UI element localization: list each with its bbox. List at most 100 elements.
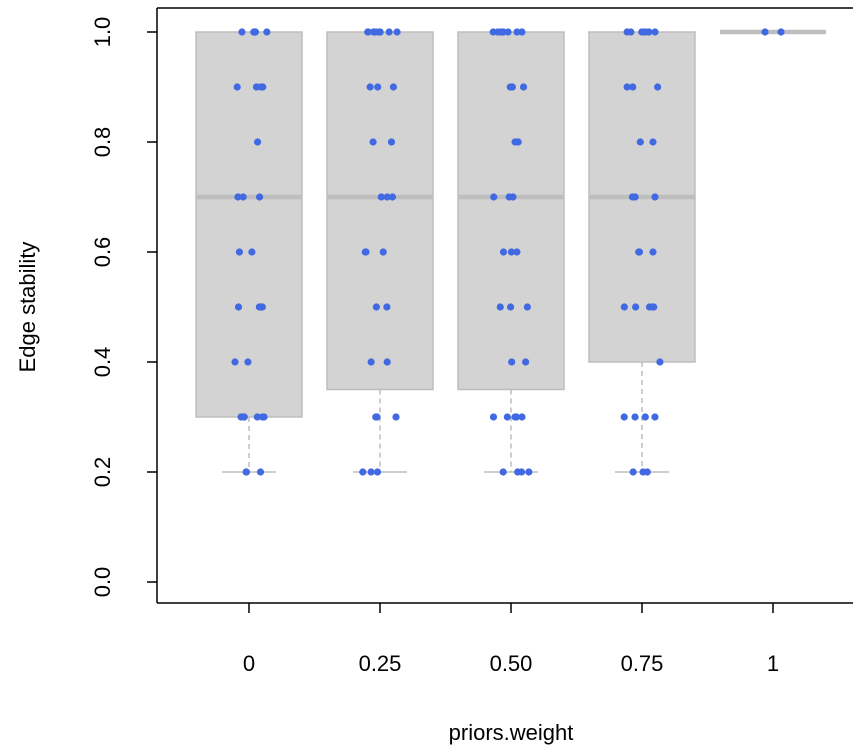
y-tick-label: 0.6 <box>90 237 115 268</box>
data-point <box>231 358 239 366</box>
data-point <box>512 413 520 421</box>
axes-layer: 0.0 0.2 0.4 0.6 0.8 1.0 0 0.25 0.50 0.75 1 <box>90 7 853 676</box>
data-point <box>238 28 246 36</box>
data-point <box>366 83 374 91</box>
data-point <box>628 193 637 201</box>
data-point <box>523 303 531 311</box>
y-tick-label: 0.0 <box>90 567 115 598</box>
x-tick-label: 0 <box>243 651 255 676</box>
data-point <box>489 413 498 421</box>
data-point <box>359 468 367 476</box>
data-point <box>373 468 382 476</box>
box-rect <box>195 31 303 418</box>
data-point <box>263 28 271 36</box>
data-point <box>651 28 659 36</box>
data-point <box>489 28 497 36</box>
data-point <box>632 303 640 311</box>
data-point <box>239 193 247 201</box>
data-point <box>651 193 659 201</box>
data-point <box>514 138 522 146</box>
data-point <box>377 193 385 201</box>
data-point <box>375 28 383 36</box>
data-point <box>629 83 637 91</box>
data-point <box>374 83 382 91</box>
data-point <box>253 413 261 421</box>
x-tick-label: 0.50 <box>490 651 533 676</box>
data-point <box>256 468 265 476</box>
data-point <box>508 358 516 366</box>
data-point <box>499 248 508 256</box>
data-point <box>235 248 244 256</box>
data-point <box>525 468 533 476</box>
data-point <box>233 83 241 91</box>
data-point <box>649 248 657 256</box>
data-point <box>389 83 398 91</box>
data-point <box>629 468 637 476</box>
box-0 <box>195 31 303 473</box>
data-point <box>513 248 521 256</box>
box-3 <box>588 31 696 473</box>
data-point <box>648 303 657 311</box>
data-point <box>506 303 515 311</box>
points-3 <box>620 28 664 476</box>
data-point <box>631 413 639 421</box>
data-point <box>508 83 516 91</box>
x-tick-label: 0.75 <box>621 651 664 676</box>
y-tick-label: 0.2 <box>90 457 115 488</box>
y-tick-label: 0.4 <box>90 347 115 378</box>
data-point <box>234 303 243 311</box>
data-point <box>383 303 391 311</box>
data-point <box>522 358 530 366</box>
points-1 <box>359 28 401 476</box>
box-rect <box>457 31 565 391</box>
data-point <box>505 193 513 201</box>
data-point <box>503 413 511 421</box>
data-point <box>623 28 631 36</box>
y-tick-label: 1.0 <box>90 17 115 48</box>
data-point <box>499 468 507 476</box>
points-2 <box>489 28 533 476</box>
data-point <box>654 83 662 91</box>
data-point <box>255 193 264 201</box>
data-point <box>517 468 526 476</box>
data-point <box>507 248 515 256</box>
data-point <box>248 248 256 256</box>
data-point <box>361 248 369 256</box>
data-point <box>777 28 785 36</box>
data-point <box>504 28 512 36</box>
data-point <box>387 138 396 146</box>
data-point <box>257 303 265 311</box>
data-point <box>497 28 505 36</box>
data-point <box>656 358 664 366</box>
data-point <box>518 413 526 421</box>
data-point <box>372 303 380 311</box>
data-point <box>383 358 391 366</box>
data-point <box>490 193 498 201</box>
data-point <box>496 303 504 311</box>
data-point <box>641 413 649 421</box>
data-point <box>388 193 397 201</box>
y-axis-label: Edge stability <box>15 242 40 373</box>
data-point <box>645 28 653 36</box>
data-point <box>761 28 769 36</box>
data-point <box>373 413 381 421</box>
data-point <box>242 468 251 476</box>
data-point <box>636 138 644 146</box>
data-point <box>519 83 528 91</box>
data-point <box>383 193 391 201</box>
data-point <box>244 358 252 366</box>
points-4 <box>761 28 785 36</box>
data-point <box>393 28 401 36</box>
points-0 <box>231 28 271 476</box>
y-tick-label: 0.8 <box>90 127 115 158</box>
data-point <box>649 138 657 146</box>
data-point <box>620 413 628 421</box>
data-point <box>392 413 400 421</box>
x-tick-label: 0.25 <box>359 651 402 676</box>
box-2 <box>457 31 565 473</box>
data-point <box>635 248 644 256</box>
data-point <box>623 83 631 91</box>
data-point <box>240 413 248 421</box>
data-point <box>367 468 375 476</box>
data-point <box>251 28 259 36</box>
